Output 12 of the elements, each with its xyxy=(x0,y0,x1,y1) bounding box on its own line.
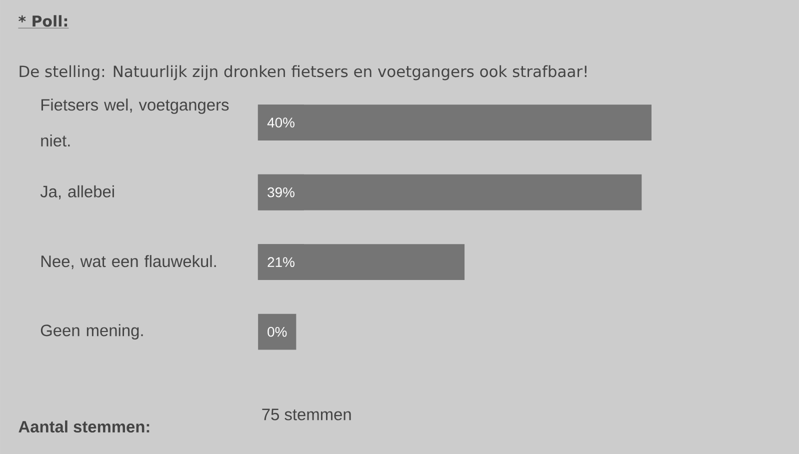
data-label: 21% xyxy=(268,256,294,267)
chart-subtitle: De stelling: Natuurlijk zijn dronken fietsers en voetgangers ook strafbaar! xyxy=(20,65,586,80)
category-label: Fietsers wel, voetgangers niet. xyxy=(41,98,229,146)
data-label: 40% xyxy=(267,117,294,128)
text: 75 stemmen xyxy=(262,408,351,420)
y-tick-label: Ja, allebei xyxy=(40,185,114,200)
text: * Poll: xyxy=(18,14,68,27)
y-tick-label: Geen mening. xyxy=(40,324,143,340)
data-label: 0% xyxy=(268,326,287,337)
data-label: 39% xyxy=(268,187,294,198)
y-tick-label: Nee, wat een flauwekul. xyxy=(41,254,216,269)
text: Aantal stemmen: xyxy=(18,420,150,432)
